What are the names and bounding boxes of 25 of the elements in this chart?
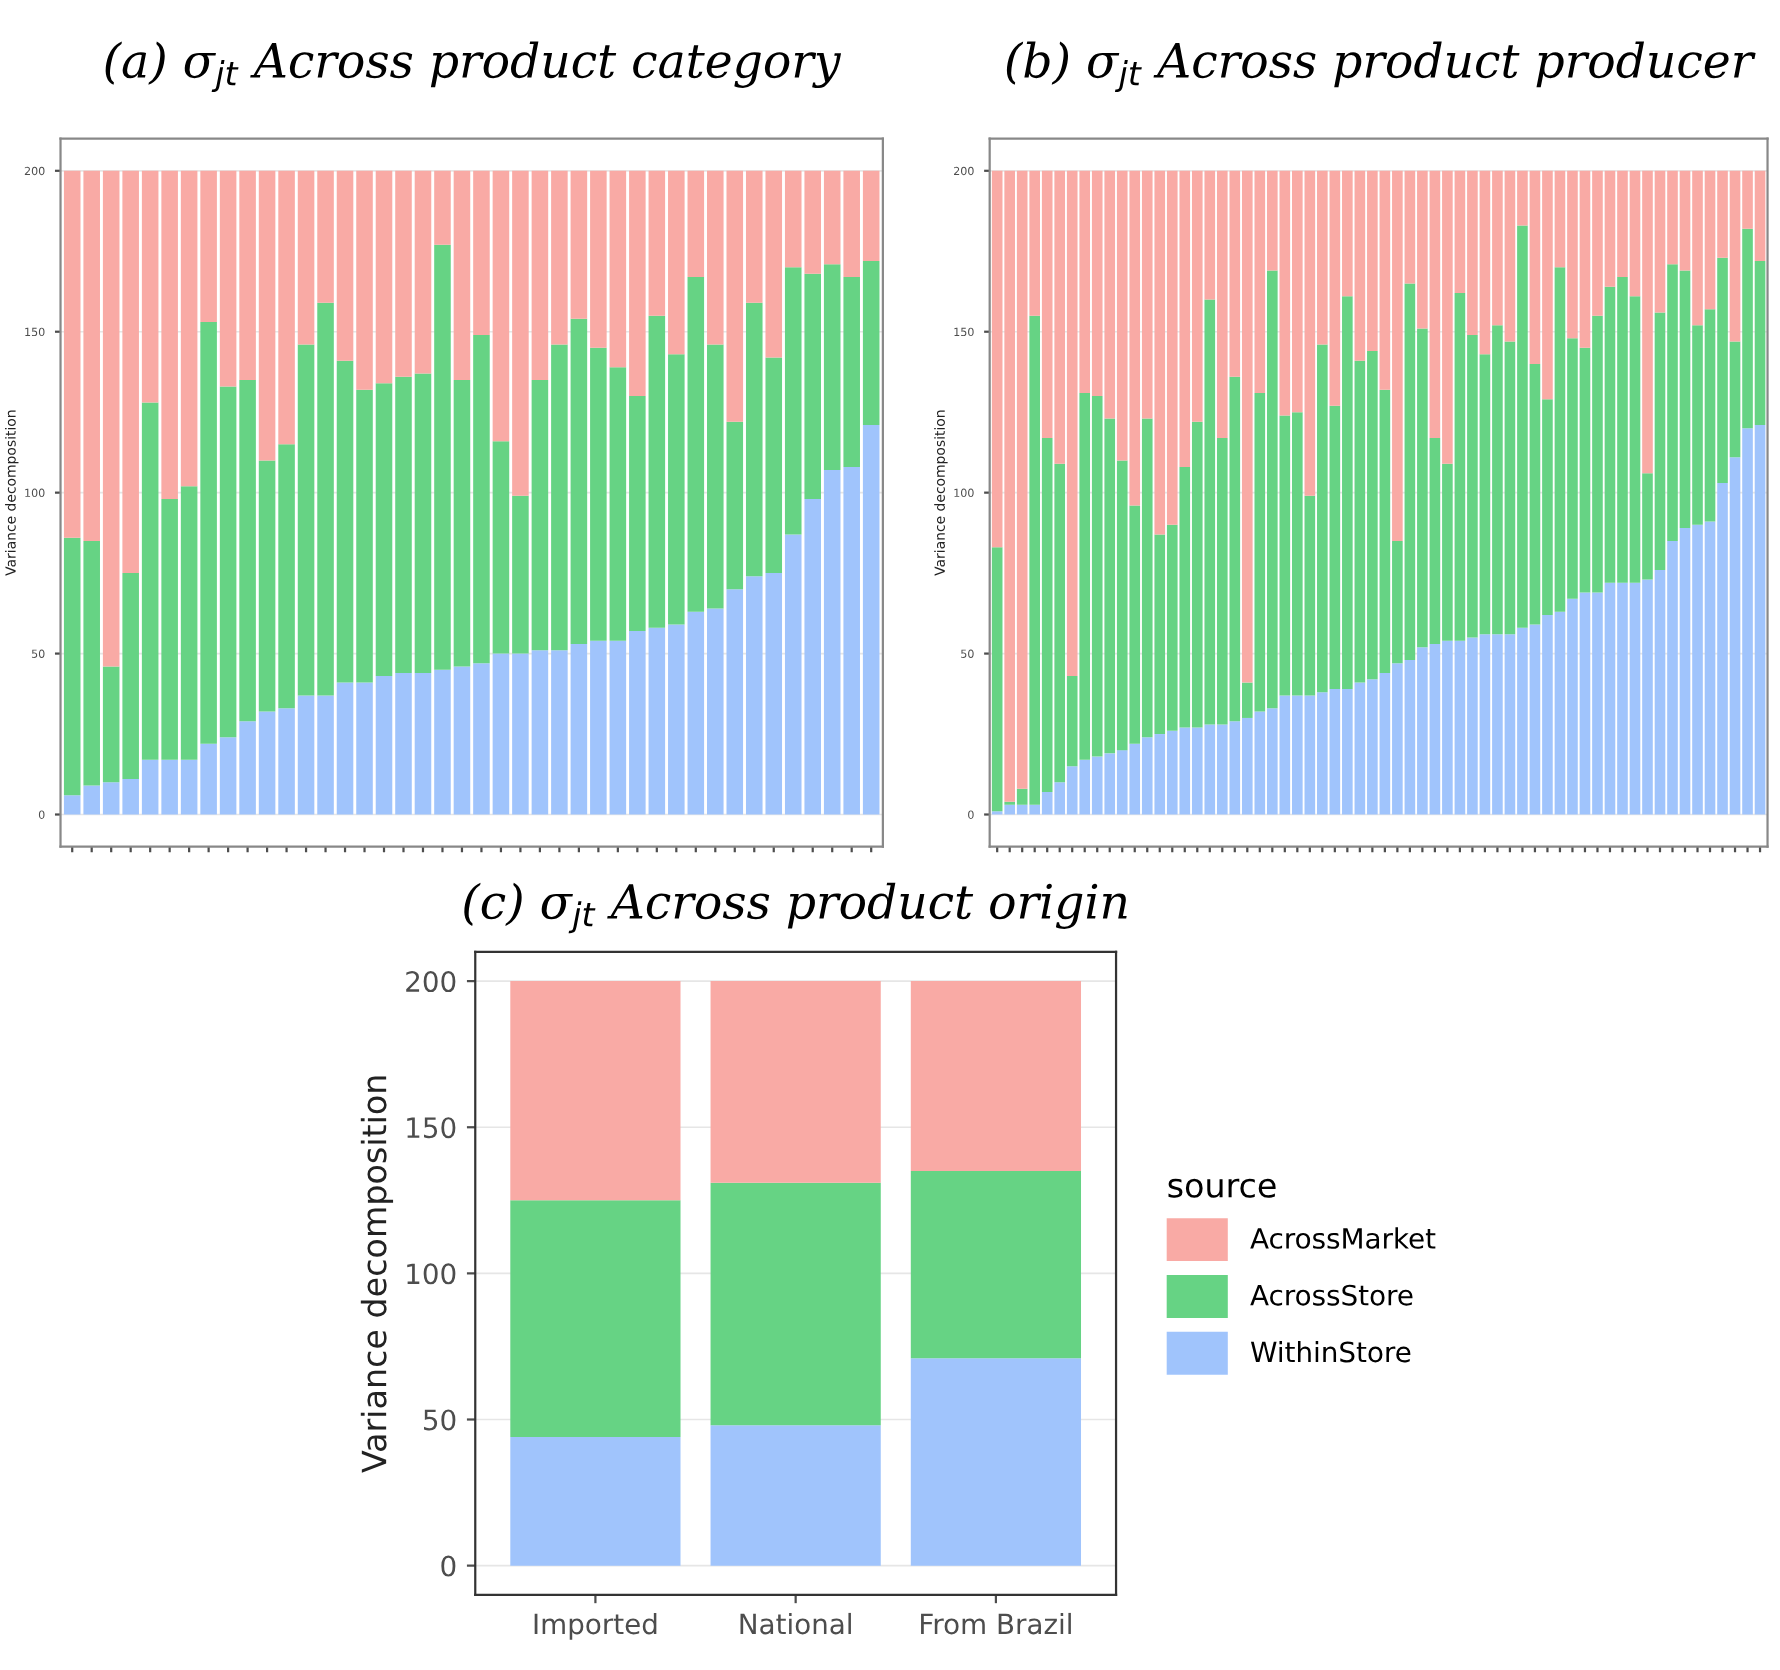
bar bbox=[910, 981, 1082, 1172]
y-tick-label: 0 bbox=[441, 1555, 456, 1577]
legend-title: source bbox=[1168, 1178, 1276, 1198]
bar bbox=[710, 1425, 881, 1566]
legend-label: AcrossStore bbox=[1250, 1284, 1413, 1306]
bar bbox=[510, 1437, 681, 1566]
x-tick-label: Imported bbox=[534, 1612, 657, 1640]
legend-label: AcrossMarket bbox=[1250, 1227, 1436, 1249]
bar bbox=[710, 1182, 881, 1426]
bar bbox=[910, 1358, 1082, 1566]
y-tick-label: 100 bbox=[407, 1263, 456, 1285]
x-tick-label: From Brazil bbox=[921, 1612, 1071, 1635]
y-tick-label: 200 bbox=[406, 971, 456, 993]
y-axis-title: Variance decomposition bbox=[360, 1076, 394, 1473]
chart-title: (c) σ$_{jt}$ Across product origin bbox=[464, 882, 1127, 934]
chart-title: (b) σ$_{jt}$ Across product producer bbox=[1006, 41, 1756, 93]
y-tick-label: 50 bbox=[424, 1409, 456, 1431]
chart-title: (a) σ$_{jt}$ Across product category bbox=[105, 41, 842, 93]
bar bbox=[510, 1200, 681, 1438]
bar bbox=[510, 981, 681, 1201]
bar bbox=[910, 1171, 1082, 1359]
bar bbox=[710, 981, 881, 1183]
legend-label: WithinStore bbox=[1250, 1340, 1411, 1363]
x-tick-label: National bbox=[740, 1612, 851, 1635]
y-tick-label: 150 bbox=[407, 1117, 456, 1139]
